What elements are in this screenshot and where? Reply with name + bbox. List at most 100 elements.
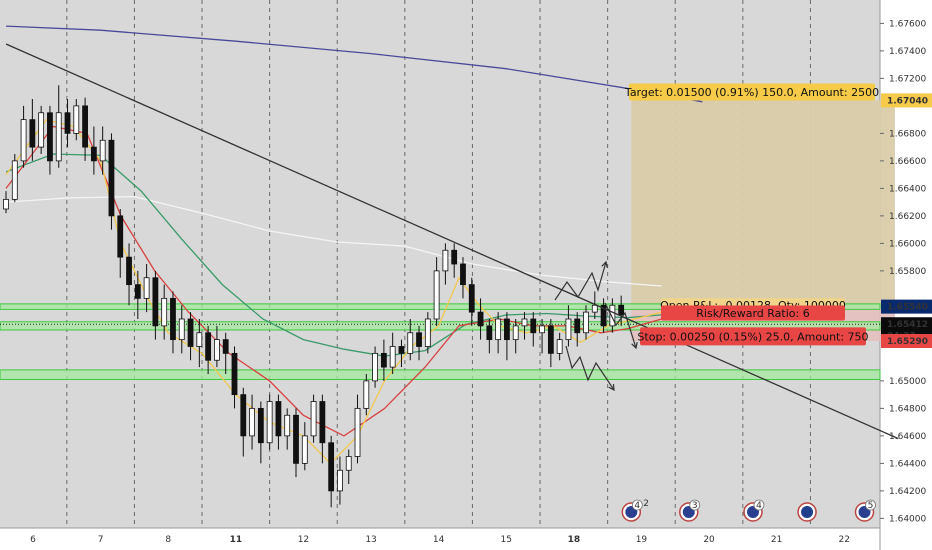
candle-body bbox=[284, 414, 291, 437]
candle-body bbox=[196, 332, 203, 347]
time-tick-label: 7 bbox=[98, 535, 104, 545]
time-tick-label: 6 bbox=[30, 535, 36, 545]
price-badge bbox=[881, 299, 932, 314]
price-tick-label: 1.65800 bbox=[889, 267, 926, 277]
candle-body bbox=[38, 112, 45, 148]
time-tick-label: 15 bbox=[501, 535, 512, 545]
candle-body bbox=[90, 146, 97, 162]
candle-body bbox=[310, 401, 317, 437]
downtrend-line bbox=[5, 43, 899, 440]
candle-body bbox=[29, 119, 36, 148]
trendline[interactable] bbox=[5, 43, 899, 440]
price-tick-label: 1.64400 bbox=[889, 459, 926, 469]
candle-body bbox=[363, 380, 370, 409]
price-badge-text: 1.67040 bbox=[887, 96, 928, 106]
candle-body bbox=[126, 256, 132, 286]
price-badge-text: 1.65540 bbox=[887, 303, 928, 313]
candle-body bbox=[618, 304, 625, 316]
candle-body bbox=[222, 339, 229, 354]
event-count-text: 3 bbox=[692, 501, 698, 511]
price-tick-label: 1.64000 bbox=[889, 514, 926, 524]
time-tick-label: 19 bbox=[636, 535, 648, 545]
candle-body bbox=[117, 215, 124, 258]
candle-body bbox=[574, 318, 581, 334]
price-badge-text: 1.65412 bbox=[887, 320, 928, 330]
arrow-head bbox=[631, 341, 638, 350]
projection-arrows[interactable] bbox=[554, 260, 638, 392]
event-sup-text: 2 bbox=[643, 499, 649, 509]
projection-path bbox=[554, 261, 607, 301]
price-tick-label: 1.66000 bbox=[889, 239, 926, 249]
time-tick-label: 18 bbox=[568, 535, 581, 545]
time-tick-label: 22 bbox=[839, 535, 850, 545]
candle-body bbox=[556, 339, 563, 354]
candle-body bbox=[64, 112, 71, 134]
price-tick-label: 1.67600 bbox=[889, 19, 926, 29]
event-count-bubble bbox=[631, 499, 643, 511]
price-tick-label: 1.64600 bbox=[889, 432, 926, 442]
time-tick-label: 13 bbox=[365, 535, 376, 545]
candle-body bbox=[354, 407, 361, 457]
candle-body bbox=[609, 304, 616, 327]
time-axis[interactable]: 6 7 8 11 12 13 14 15 18 19 20 21 22 bbox=[30, 535, 850, 545]
candle-body bbox=[170, 297, 176, 341]
price-tick-label: 1.66200 bbox=[889, 212, 926, 222]
candle-body bbox=[451, 249, 458, 265]
candle-body bbox=[407, 332, 414, 354]
support-resistance-zones[interactable] bbox=[0, 303, 881, 380]
candle-body bbox=[205, 332, 212, 361]
candle-body bbox=[20, 119, 27, 162]
candle-body bbox=[477, 311, 484, 327]
candle-body bbox=[442, 249, 449, 272]
price-tick-label: 1.65000 bbox=[889, 377, 926, 387]
time-tick-label: 11 bbox=[230, 535, 243, 545]
candle-body bbox=[591, 304, 598, 313]
candle-body bbox=[583, 311, 589, 334]
stop-label-box bbox=[640, 327, 866, 346]
candle-body bbox=[460, 263, 466, 286]
price-tick-label: 1.67400 bbox=[889, 47, 926, 57]
event-count-bubble bbox=[753, 499, 765, 511]
ma-green-line bbox=[5, 153, 662, 357]
candle-body bbox=[600, 304, 607, 327]
price-tick-label: 1.67200 bbox=[889, 74, 926, 84]
price-badge-text: 1.65290 bbox=[887, 337, 928, 347]
price-badge bbox=[881, 334, 932, 348]
candle-body bbox=[275, 401, 282, 437]
projection-path bbox=[604, 302, 637, 349]
candle-body bbox=[424, 318, 431, 347]
candle-body bbox=[134, 284, 141, 299]
candle-body bbox=[161, 297, 168, 327]
time-tick-label: 21 bbox=[771, 535, 782, 545]
target-label-text: Target: 0.01500 (0.91%) 150.0, Amount: 2… bbox=[624, 86, 879, 99]
candle-body bbox=[319, 401, 326, 444]
candle-body bbox=[293, 414, 299, 464]
price-badge bbox=[881, 93, 932, 108]
candle-body bbox=[55, 112, 62, 162]
event-count-bubble bbox=[689, 499, 701, 511]
candle-body bbox=[82, 105, 88, 148]
candle-body bbox=[99, 139, 106, 162]
position-labels: Target: 0.01500 (0.91%) 150.0, Amount: 2… bbox=[624, 83, 879, 346]
risk-reward-label-text: Risk/Reward Ratio: 6 bbox=[696, 307, 809, 320]
candle-body bbox=[143, 277, 150, 299]
candle-body bbox=[257, 407, 264, 444]
candle-body bbox=[152, 277, 159, 327]
price-axis[interactable]: 1.67600 1.67400 1.67200 1.66800 1.66600 1.664… bbox=[880, 19, 926, 524]
arrow-head bbox=[608, 383, 615, 392]
candle-body bbox=[301, 435, 308, 464]
candle-body bbox=[231, 352, 238, 396]
time-tick-label: 14 bbox=[433, 535, 445, 545]
candle-body bbox=[539, 325, 545, 334]
candle-body bbox=[495, 318, 502, 341]
zone-band bbox=[0, 369, 881, 380]
candles bbox=[3, 85, 625, 508]
price-tick-label: 1.66400 bbox=[889, 184, 926, 194]
candle-body bbox=[486, 325, 493, 341]
risk-reward-label-box bbox=[661, 305, 845, 321]
candle-body bbox=[337, 469, 343, 492]
candle-body bbox=[47, 112, 53, 162]
